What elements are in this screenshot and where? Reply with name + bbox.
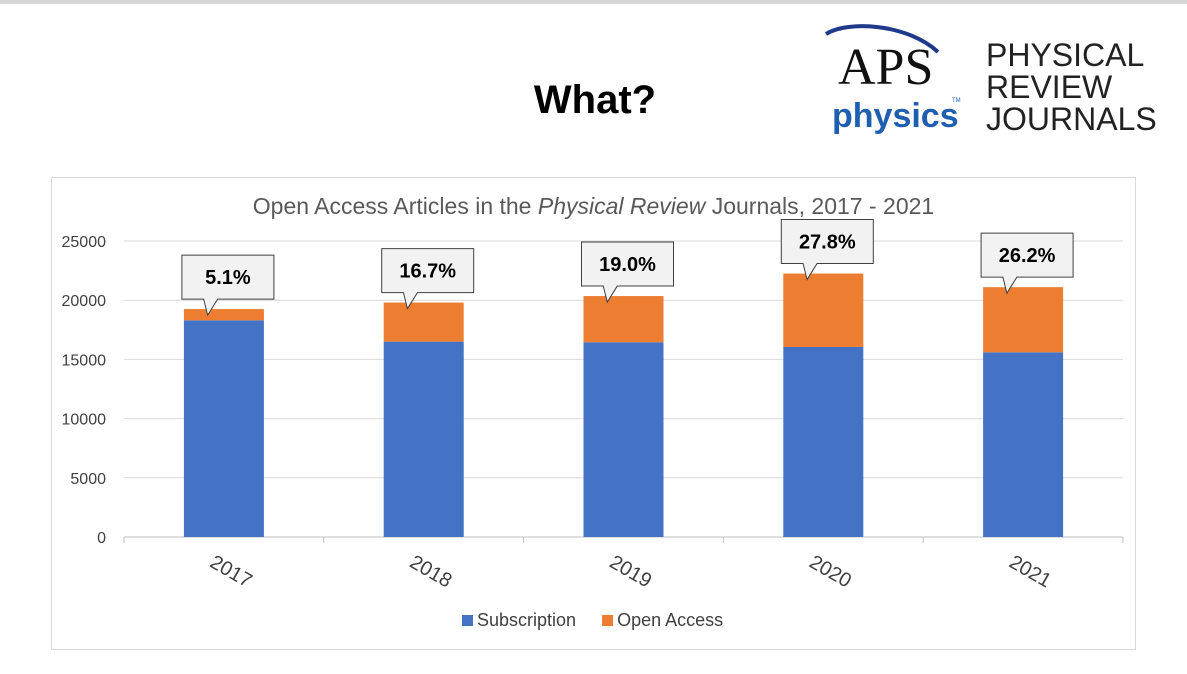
logo-line2: REVIEW bbox=[986, 69, 1113, 105]
slide-title: What? bbox=[533, 78, 657, 122]
bar-subscription bbox=[183, 320, 264, 537]
x-tick-label: 2018 bbox=[406, 551, 456, 592]
aps-logo: APS physics TM PHYSICAL REVIEW JOURNALS bbox=[818, 22, 1178, 142]
logo-swoosh bbox=[824, 24, 940, 54]
legend-swatch bbox=[602, 615, 614, 626]
legend-label: Open Access bbox=[617, 610, 723, 630]
bar-open-access bbox=[983, 287, 1064, 353]
y-tick-label: 10000 bbox=[62, 412, 107, 429]
bar-subscription bbox=[983, 352, 1064, 537]
x-tick-label: 2021 bbox=[1005, 551, 1055, 592]
legend-label: Subscription bbox=[477, 610, 576, 630]
bar-open-access bbox=[583, 296, 664, 343]
logo-line3: JOURNALS bbox=[986, 101, 1157, 137]
data-label: 27.8% bbox=[799, 232, 856, 254]
data-label: 16.7% bbox=[399, 261, 456, 283]
data-callout bbox=[980, 232, 1074, 295]
bar-subscription bbox=[383, 341, 464, 537]
legend-swatch bbox=[462, 615, 473, 626]
chart-title: Open Access Articles in the Physical Rev… bbox=[253, 193, 934, 219]
data-callout bbox=[581, 241, 674, 304]
stacked-bar-chart: Open Access Articles in the Physical Rev… bbox=[62, 193, 1124, 630]
logo-tm: TM bbox=[952, 98, 961, 104]
bar-subscription bbox=[583, 342, 664, 537]
x-tick-label: 2020 bbox=[806, 551, 856, 592]
bar-open-access bbox=[383, 302, 464, 342]
data-callout bbox=[381, 248, 475, 310]
top-border bbox=[0, 0, 1187, 4]
y-tick-label: 20000 bbox=[62, 293, 107, 310]
y-tick-label: 25000 bbox=[62, 234, 107, 251]
data-callout bbox=[181, 254, 275, 317]
bar-open-access bbox=[783, 273, 864, 347]
data-label: 5.1% bbox=[205, 267, 251, 289]
x-tick-label: 2017 bbox=[206, 551, 256, 592]
logo-line1: PHYSICAL bbox=[986, 37, 1144, 73]
data-label: 19.0% bbox=[599, 254, 656, 276]
x-tick-label: 2019 bbox=[606, 551, 656, 592]
y-tick-label: 0 bbox=[97, 530, 106, 547]
data-callout bbox=[780, 219, 874, 281]
y-tick-label: 5000 bbox=[70, 471, 106, 488]
y-tick-label: 15000 bbox=[62, 352, 107, 369]
data-label: 26.2% bbox=[999, 245, 1056, 267]
bar-open-access bbox=[183, 309, 264, 321]
bar-subscription bbox=[783, 346, 864, 537]
chart-area: Open Access Articles in the Physical Rev… bbox=[51, 177, 1136, 650]
logo-mark: APS bbox=[838, 39, 933, 96]
logo-sub: physics bbox=[832, 97, 959, 135]
